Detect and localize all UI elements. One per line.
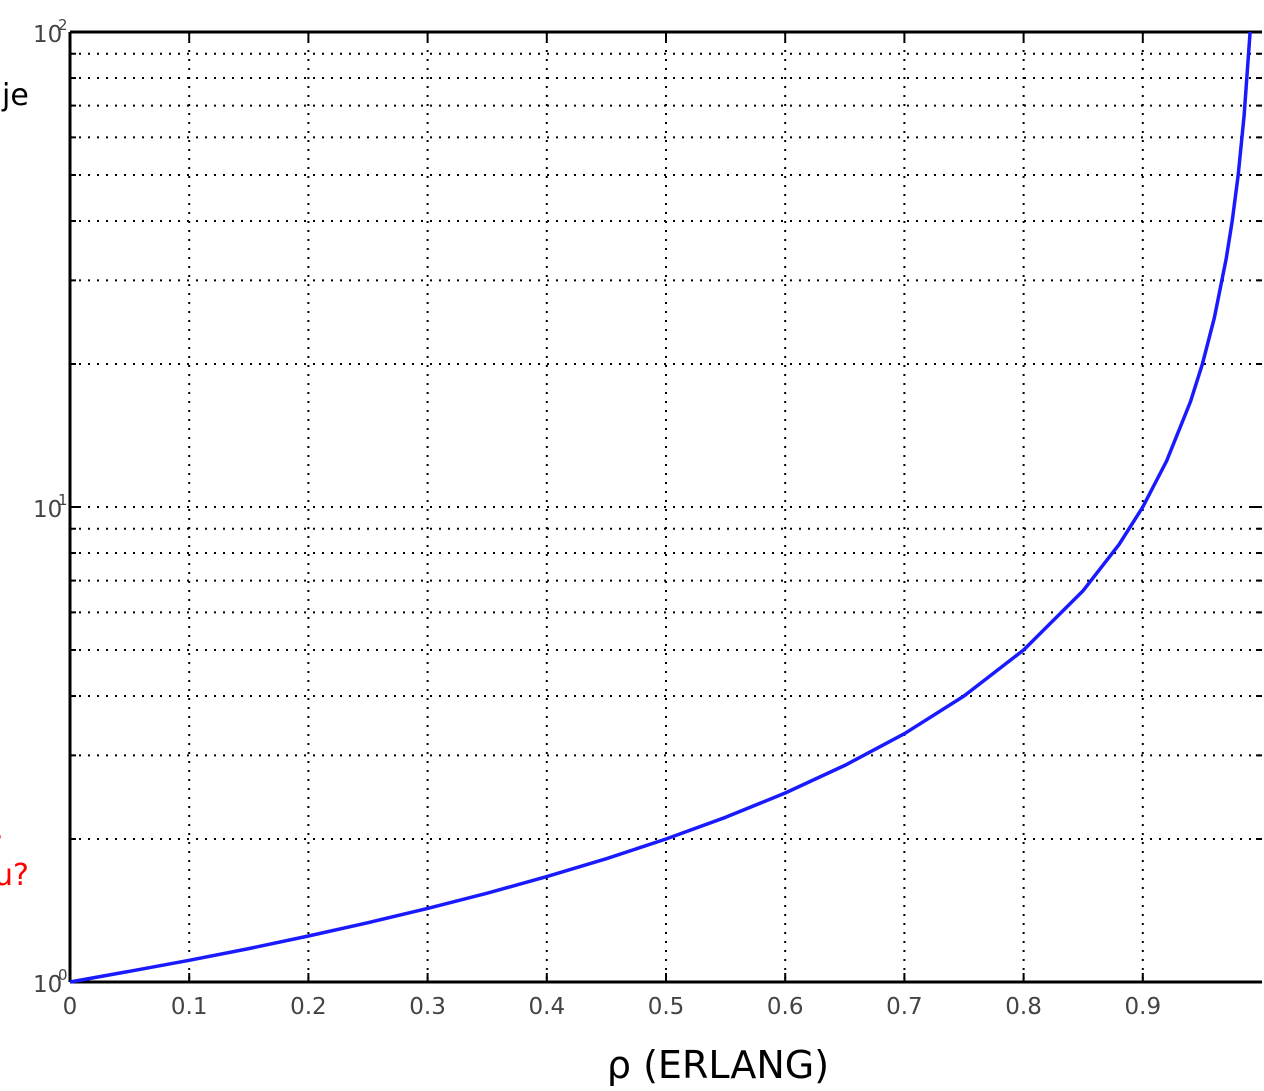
series-layer [69, 31, 1252, 984]
x-tick-label: 0.3 [409, 994, 446, 1020]
plot-frame [68, 30, 1262, 984]
side-annotation-top: je [2, 78, 29, 113]
side-annotation-bottom: u? [0, 858, 29, 893]
x-tick-label: 0.8 [1005, 994, 1042, 1020]
y-tick-exponent: 0 [58, 966, 68, 984]
x-tick-label: 0.9 [1125, 994, 1162, 1020]
series-line [69, 31, 1252, 984]
x-tick-label: 0.7 [886, 994, 923, 1020]
x-tick-label: 0 [63, 994, 78, 1020]
x-tick-label: 0.6 [767, 994, 804, 1020]
y-tick-label: 10 [33, 497, 62, 523]
x-axis-label: ρ (ERLANG) [607, 1043, 829, 1087]
x-tick-label: 0.1 [171, 994, 208, 1020]
y-tick-label: 10 [33, 972, 62, 998]
y-tick-exponent: 1 [58, 491, 68, 509]
x-tick-label: 0.2 [290, 994, 327, 1020]
x-tick-label: 0.4 [529, 994, 566, 1020]
x-tick-labels: 0 0.1 0.2 0.3 0.4 0.5 0.6 0.7 0.8 0.9 [63, 994, 1161, 1020]
grid-lines [70, 32, 1262, 982]
x-tick-label: 0.5 [648, 994, 685, 1020]
y-tick-exponent: 2 [58, 16, 68, 34]
y-tick-label: 10 [33, 22, 62, 48]
side-annotation-mark: , [0, 812, 4, 847]
